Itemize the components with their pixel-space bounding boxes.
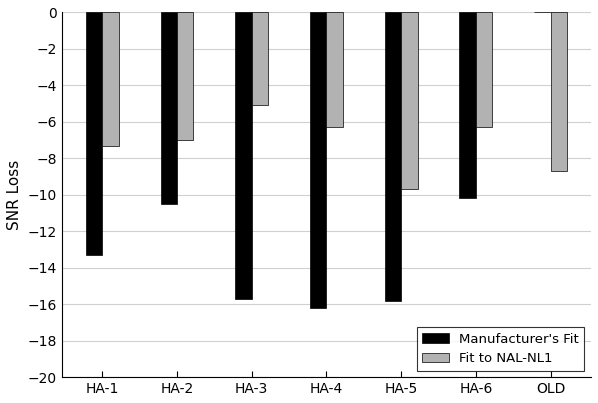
Bar	[177, 12, 193, 140]
Y-axis label: SNR Loss: SNR Loss	[7, 160, 22, 230]
Bar	[551, 12, 567, 171]
Bar	[235, 12, 252, 299]
Bar	[86, 12, 102, 255]
Bar	[401, 12, 417, 189]
Bar	[459, 12, 476, 198]
Bar	[385, 12, 401, 301]
Bar	[327, 12, 343, 127]
Bar	[102, 12, 118, 145]
Bar	[160, 12, 177, 204]
Bar	[476, 12, 492, 127]
Bar	[310, 12, 327, 308]
Bar	[252, 12, 268, 106]
Legend: Manufacturer's Fit, Fit to NAL-NL1: Manufacturer's Fit, Fit to NAL-NL1	[417, 328, 584, 371]
